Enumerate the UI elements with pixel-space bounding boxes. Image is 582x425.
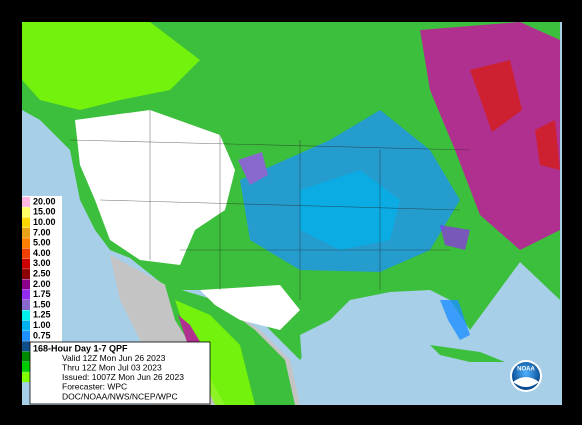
legend-label: 10.00 — [33, 217, 56, 227]
legend-label: 1.75 — [33, 289, 51, 299]
info-box — [29, 341, 211, 405]
legend-label: 4.00 — [33, 248, 51, 258]
legend-swatch — [22, 227, 30, 238]
legend-swatch — [22, 300, 30, 310]
border-line — [99, 199, 461, 211]
legend-label: 15.00 — [33, 207, 56, 217]
legend-swatch — [22, 217, 30, 228]
legend-swatch — [22, 330, 30, 341]
florida — [440, 300, 470, 340]
legend-swatch — [22, 372, 30, 383]
legend-label: 7.00 — [33, 227, 51, 237]
legend-swatch — [22, 310, 30, 321]
info-line: Valid 12Z Mon Jun 26 2023 — [62, 353, 166, 363]
west-dry — [75, 110, 235, 265]
southeast-purple — [440, 225, 470, 250]
legend-label: 3.00 — [33, 258, 51, 268]
logo-gull — [513, 377, 539, 387]
land-light-green — [22, 22, 200, 110]
logo-text: NOAA — [517, 367, 535, 373]
legend-swatch — [22, 207, 30, 218]
info-line: Forecaster: WPC — [62, 382, 127, 392]
legend-label: 0.75 — [33, 330, 51, 340]
legend-label: 2.00 — [33, 279, 51, 289]
info-line: Issued: 1007Z Mon Jun 26 2023 — [62, 372, 184, 382]
legend-swatch — [22, 279, 30, 290]
legend-swatch — [22, 248, 30, 259]
legend-swatch — [22, 320, 30, 331]
legend-label: 20.00 — [33, 196, 56, 206]
info-line: DOC/NOAA/NWS/NCEP/WPC — [62, 391, 178, 401]
border-line — [69, 139, 471, 151]
gulf — [300, 305, 470, 405]
legend-swatch — [22, 238, 30, 249]
cuba — [430, 345, 505, 362]
state-lines — [69, 110, 471, 300]
central-light-blue — [300, 170, 400, 250]
legend-label: 5.00 — [33, 238, 51, 248]
legend-label: 2.50 — [33, 268, 51, 278]
mexico-rain-light — [175, 300, 255, 405]
maine-red — [535, 120, 560, 170]
legend-swatch — [22, 341, 30, 352]
northeast-magenta — [420, 22, 560, 250]
legend-swatch — [22, 258, 30, 269]
northeast-red — [470, 60, 522, 132]
legend-label: 1.25 — [33, 310, 51, 320]
plains-purple — [238, 152, 268, 185]
info-title: 168-Hour Day 1-7 QPF — [33, 343, 128, 353]
legend-swatch — [22, 289, 30, 300]
legend-label: 1.50 — [33, 299, 51, 309]
legend-label: 1.00 — [33, 320, 51, 330]
legend-swatch — [22, 269, 30, 280]
texas-dry — [200, 285, 300, 330]
info-line: Thru 12Z Mon Jul 03 2023 — [62, 362, 162, 372]
legend-swatch — [22, 197, 30, 207]
legend-swatch — [22, 351, 30, 362]
legend-swatch — [22, 361, 30, 372]
